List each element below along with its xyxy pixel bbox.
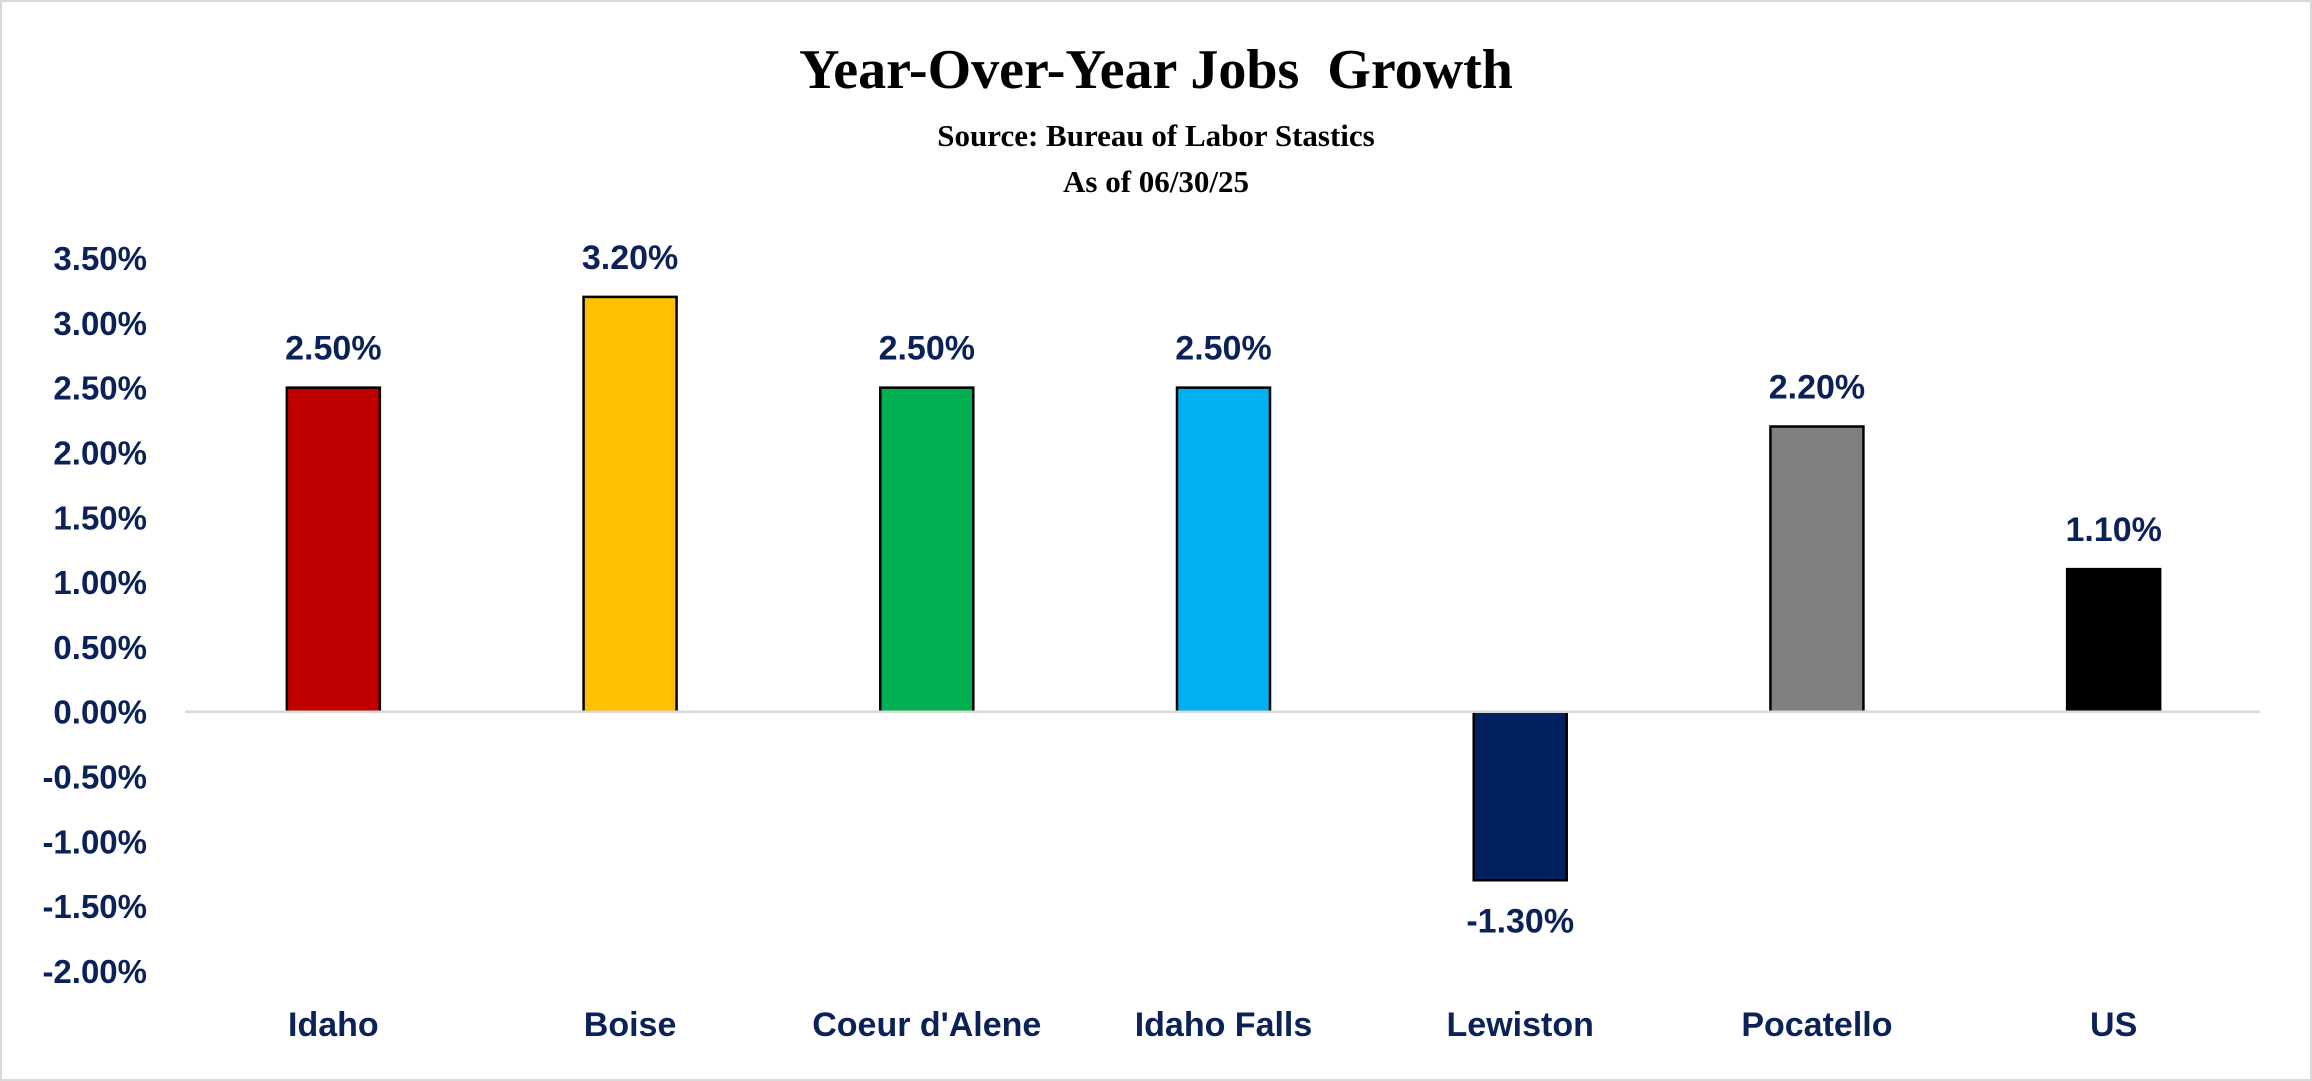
x-tick-label: Pocatello xyxy=(1741,1006,1892,1044)
y-tick-label: 2.00% xyxy=(53,434,147,471)
y-tick-label: -1.50% xyxy=(42,888,147,925)
y-tick-label: 3.00% xyxy=(53,305,147,342)
data-label: 2.50% xyxy=(1175,330,1271,368)
bar-lewiston xyxy=(1472,710,1568,882)
bar-boise xyxy=(582,295,678,713)
y-tick-label: 3.50% xyxy=(53,240,147,277)
x-tick-label: Idaho xyxy=(288,1006,379,1044)
x-tick-label: Lewiston xyxy=(1447,1006,1594,1044)
chart-subtitle-source: Source: Bureau of Labor Stastics xyxy=(937,118,1375,153)
data-label: 3.20% xyxy=(582,239,678,277)
chart-title: Year-Over-Year Jobs Growth xyxy=(799,39,1513,101)
data-label: 2.50% xyxy=(879,330,975,368)
bar-us xyxy=(2065,567,2162,713)
x-tick-label: US xyxy=(2090,1006,2137,1044)
y-axis: 3.50% 3.00% 2.50% 2.00% 1.50% 1.00% 0.50% 0.00%… xyxy=(42,240,147,990)
data-label: 2.20% xyxy=(1769,369,1865,407)
x-tick-label: Idaho Falls xyxy=(1135,1006,1313,1044)
y-tick-label: 0.00% xyxy=(53,694,147,731)
x-tick-label: Boise xyxy=(584,1006,677,1044)
data-label: -1.30% xyxy=(1466,902,1574,940)
data-label: 2.50% xyxy=(285,330,381,368)
y-tick-label: -0.50% xyxy=(42,759,147,796)
y-tick-label: 2.50% xyxy=(53,370,147,407)
data-labels: 2.50% 3.20% 2.50% 2.50% -1.30% 2.20% 1.10% xyxy=(285,239,2162,940)
bar-coeur-d-alene xyxy=(879,386,975,713)
y-tick-label: -2.00% xyxy=(42,953,147,990)
data-label: 1.10% xyxy=(2065,511,2161,549)
bar-idaho-falls xyxy=(1175,386,1272,713)
y-tick-label: 0.50% xyxy=(53,629,147,666)
y-tick-label: 1.00% xyxy=(53,564,147,601)
bar-pocatello xyxy=(1769,425,1865,713)
x-axis: Idaho Boise Coeur d'Alene Idaho Falls Lewist… xyxy=(288,1006,2137,1044)
y-tick-label: 1.50% xyxy=(53,499,147,536)
bar-idaho xyxy=(285,386,382,713)
bars xyxy=(285,295,2162,882)
y-tick-label: -1.00% xyxy=(42,823,147,860)
chart-subtitle-date: As of 06/30/25 xyxy=(1063,164,1249,199)
x-tick-label: Coeur d'Alene xyxy=(812,1006,1041,1044)
